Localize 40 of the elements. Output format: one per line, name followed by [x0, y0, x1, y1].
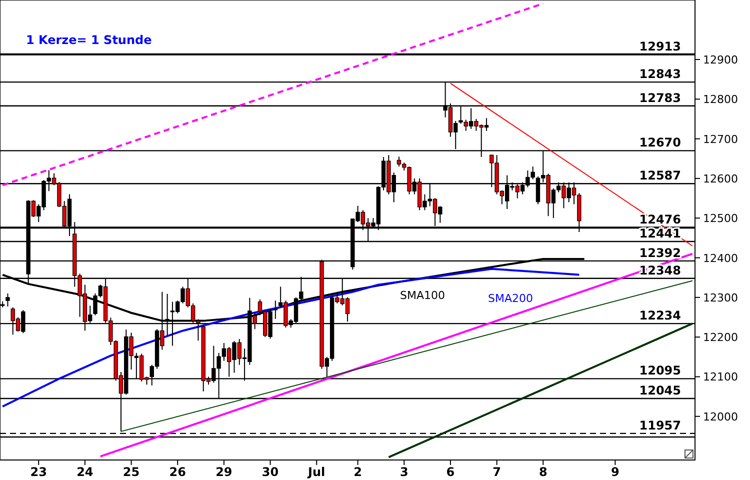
candlestick	[6, 292, 10, 308]
ref-line-label: 12670	[639, 136, 681, 150]
y-tick-label: 12900	[703, 53, 738, 66]
ref-line-label: 11957	[639, 418, 681, 432]
y-tick-label: 12100	[703, 370, 738, 384]
ref-line-label: 12913	[639, 39, 681, 54]
ref-line-label: 12843	[639, 67, 681, 82]
ref-line-label: 12234	[639, 308, 681, 323]
y-tick-label: 12500	[703, 212, 738, 226]
x-tick-label: 6	[446, 465, 455, 479]
x-tick-label: 23	[30, 465, 47, 479]
x-tick-label: 30	[262, 465, 279, 479]
y-tick-label: 12400	[703, 252, 738, 265]
x-tick-label: 26	[169, 465, 186, 479]
x-tick-label: 9	[611, 465, 620, 479]
x-tick-label: 29	[216, 465, 232, 479]
x-tick-label: 8	[538, 465, 548, 479]
y-tick-label: 12200	[703, 331, 738, 344]
candlestick	[273, 300, 278, 320]
x-tick-label: Jul	[307, 465, 326, 479]
ref-line-label: 12587	[639, 168, 681, 183]
ref-line-label: 12783	[639, 90, 681, 105]
x-tick-label: 7	[492, 465, 501, 479]
ref-line-label: 12392	[639, 246, 681, 260]
y-tick-label: 12300	[703, 291, 738, 304]
x-tick-label: 24	[76, 465, 94, 479]
ref-line-label: 12095	[639, 364, 681, 378]
ref-line-label: 12045	[639, 384, 681, 398]
y-tick-label: 12000	[703, 410, 738, 424]
ref-line-label: 12348	[639, 263, 681, 278]
series-label: SMA100	[400, 289, 445, 302]
y-tick-label: 12800	[703, 93, 738, 106]
y-tick-label: 12600	[703, 172, 738, 186]
x-tick-label: 3	[400, 465, 408, 479]
line-series	[2, 268, 580, 408]
x-tick-label: 25	[122, 465, 140, 479]
series-label: SMA200	[488, 292, 533, 305]
annotation: 1 Kerze= 1 Stunde	[26, 33, 152, 47]
x-tick-label: 2	[354, 465, 362, 479]
y-tick-label: 12700	[703, 132, 738, 146]
